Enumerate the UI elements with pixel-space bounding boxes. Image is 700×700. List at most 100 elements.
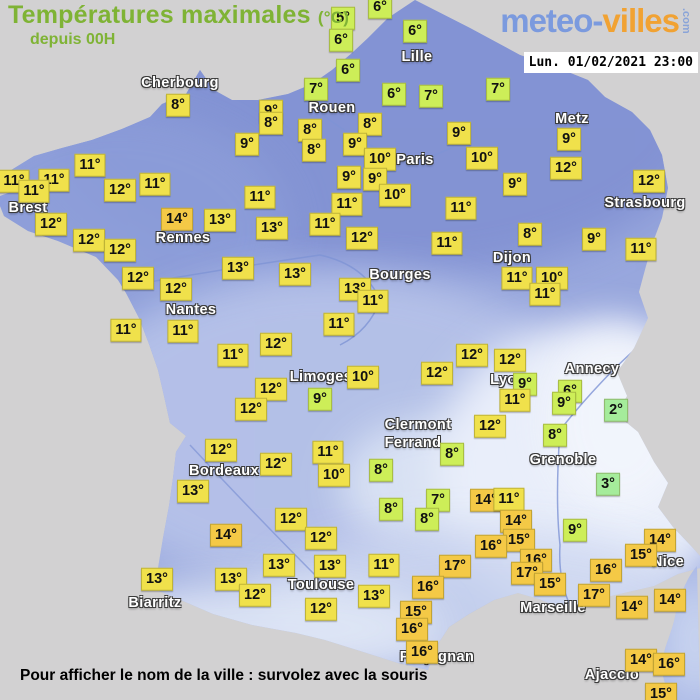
temp-badge[interactable]: 9°	[235, 132, 259, 156]
temp-badge[interactable]: 6°	[403, 19, 427, 43]
temp-badge[interactable]: 9°	[447, 121, 471, 145]
temp-badge[interactable]: 11°	[312, 440, 344, 464]
temp-badge[interactable]: 8°	[358, 112, 382, 136]
temp-badge[interactable]: 10°	[347, 365, 379, 389]
temp-badge[interactable]: 10°	[318, 463, 350, 487]
temp-badge[interactable]: 11°	[501, 266, 533, 290]
temp-badge[interactable]: 13°	[177, 479, 209, 503]
temp-badge[interactable]: 8°	[440, 442, 464, 466]
temp-badge[interactable]: 12°	[275, 507, 307, 531]
temp-badge[interactable]: 11°	[529, 282, 561, 306]
temp-badge[interactable]: 12°	[456, 343, 488, 367]
temp-badge[interactable]: 14°	[625, 648, 657, 672]
temp-badge[interactable]: 12°	[260, 332, 292, 356]
temp-badge[interactable]: 11°	[110, 318, 142, 342]
temp-badge[interactable]: 9°	[563, 518, 587, 542]
temp-badge[interactable]: 15°	[400, 600, 432, 624]
temp-badge[interactable]: 8°	[369, 458, 393, 482]
temp-badge[interactable]: 14°	[161, 207, 193, 231]
temp-badge[interactable]: 16°	[475, 534, 507, 558]
temp-badge[interactable]: 15°	[534, 572, 566, 596]
temp-badge[interactable]: 12°	[633, 169, 665, 193]
temp-badge[interactable]: 13°	[222, 256, 254, 280]
temp-badge[interactable]: 13°	[256, 216, 288, 240]
temp-badge[interactable]: 8°	[415, 507, 439, 531]
temp-badge[interactable]: 12°	[73, 228, 105, 252]
temp-badge[interactable]: 9°	[363, 167, 387, 191]
temp-badge[interactable]: 6°	[336, 58, 360, 82]
temp-badge[interactable]: 12°	[104, 178, 136, 202]
temp-badge[interactable]: 11°	[139, 172, 171, 196]
temp-badge[interactable]: 10°	[364, 147, 396, 171]
temp-badge[interactable]: 7°	[486, 77, 510, 101]
temp-badge[interactable]: 10°	[466, 146, 498, 170]
temp-badge[interactable]: 8°	[543, 423, 567, 447]
temp-badge[interactable]: 11°	[331, 192, 363, 216]
temp-badge[interactable]: 12°	[255, 377, 287, 401]
temp-badge[interactable]: 12°	[421, 361, 453, 385]
temp-badge[interactable]: 15°	[645, 682, 677, 700]
temp-badge[interactable]: 11°	[309, 212, 341, 236]
temp-badge[interactable]: 13°	[314, 554, 346, 578]
temp-badge[interactable]: 14°	[210, 523, 242, 547]
temp-badge[interactable]: 11°	[74, 153, 106, 177]
temp-badge[interactable]: 16°	[412, 575, 444, 599]
temp-badge[interactable]: 7°	[419, 84, 443, 108]
temp-badge[interactable]: 11°	[357, 289, 389, 313]
temp-badge[interactable]: 12°	[550, 156, 582, 180]
temp-badge[interactable]: 12°	[260, 452, 292, 476]
temp-badge[interactable]: 14°	[654, 588, 686, 612]
temp-badge[interactable]: 11°	[217, 343, 249, 367]
temp-badge[interactable]: 14°	[500, 509, 532, 533]
temp-badge[interactable]: 6°	[329, 28, 353, 52]
temp-badge[interactable]: 9°	[557, 127, 581, 151]
temp-badge[interactable]: 11°	[368, 553, 400, 577]
temp-badge[interactable]: 14°	[616, 595, 648, 619]
meteo-villes-logo[interactable]: meteo- villes .com	[500, 2, 692, 40]
temp-badge[interactable]: 8°	[518, 222, 542, 246]
temp-badge[interactable]: 11°	[323, 312, 355, 336]
temp-badge[interactable]: 11°	[244, 185, 276, 209]
temp-badge[interactable]: 8°	[166, 93, 190, 117]
temp-badge[interactable]: 9°	[308, 387, 332, 411]
temp-badge[interactable]: 11°	[499, 388, 531, 412]
temp-badge[interactable]: 2°	[604, 398, 628, 422]
temp-badge[interactable]: 9°	[337, 165, 361, 189]
temp-badge[interactable]: 17°	[578, 583, 610, 607]
temp-badge[interactable]: 8°	[259, 111, 283, 135]
temp-badge[interactable]: 12°	[35, 212, 67, 236]
temp-badge[interactable]: 13°	[204, 208, 236, 232]
temp-badge[interactable]: 8°	[379, 497, 403, 521]
temp-badge[interactable]: 12°	[474, 414, 506, 438]
temp-badge[interactable]: 11°	[445, 196, 477, 220]
temp-badge[interactable]: 6°	[382, 82, 406, 106]
temp-badge[interactable]: 12°	[305, 526, 337, 550]
temp-badge[interactable]: 8°	[302, 138, 326, 162]
temp-badge[interactable]: 9°	[503, 172, 527, 196]
temp-badge[interactable]: 13°	[215, 567, 247, 591]
temp-badge[interactable]: 10°	[379, 183, 411, 207]
temp-badge[interactable]: 13°	[358, 584, 390, 608]
temp-badge[interactable]: 7°	[426, 488, 450, 512]
temp-badge[interactable]: 17°	[439, 554, 471, 578]
temp-badge[interactable]: 11°	[18, 179, 50, 203]
temp-badge[interactable]: 16°	[590, 558, 622, 582]
temp-badge[interactable]: 9°	[343, 132, 367, 156]
temp-badge[interactable]: 9°	[552, 391, 576, 415]
temp-badge[interactable]: 9°	[582, 227, 606, 251]
temp-badge[interactable]: 12°	[239, 583, 271, 607]
temp-badge[interactable]: 12°	[305, 597, 337, 621]
temp-badge[interactable]: 12°	[235, 397, 267, 421]
temp-badge[interactable]: 16°	[653, 652, 685, 676]
temp-badge[interactable]: 12°	[104, 238, 136, 262]
temp-badge[interactable]: 7°	[304, 77, 328, 101]
temp-badge[interactable]: 11°	[493, 487, 525, 511]
temp-badge[interactable]: 3°	[596, 472, 620, 496]
temp-badge[interactable]: 13°	[279, 262, 311, 286]
temp-badge[interactable]: 12°	[494, 348, 526, 372]
temp-badge[interactable]: 13°	[263, 553, 295, 577]
temp-badge[interactable]: 15°	[625, 543, 657, 567]
temp-badge[interactable]: 12°	[205, 438, 237, 462]
temp-badge[interactable]: 6°	[368, 0, 392, 19]
temp-badge[interactable]: 12°	[122, 266, 154, 290]
